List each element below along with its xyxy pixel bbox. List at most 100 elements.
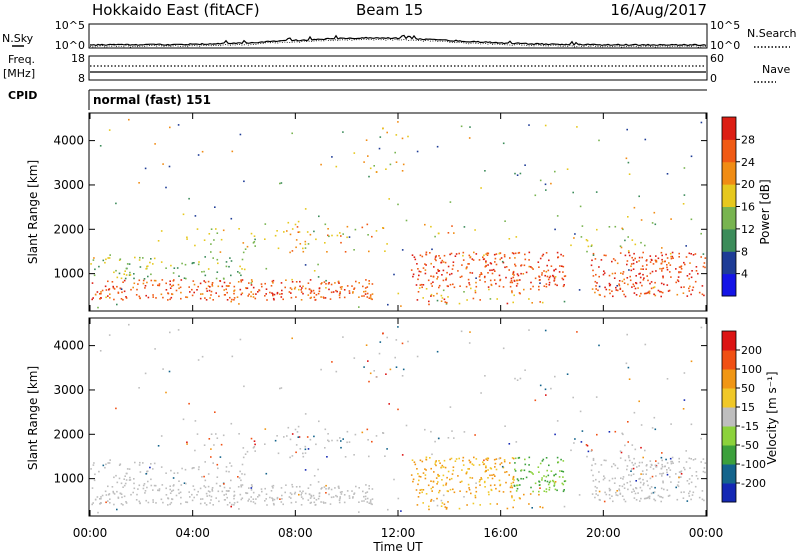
power-cell: [512, 273, 514, 275]
power-cell: [130, 288, 132, 291]
power-cell: [294, 286, 297, 289]
velocity-cell: [107, 500, 109, 502]
velocity-cell: [287, 426, 290, 429]
velocity-cell: [290, 493, 293, 496]
velocity-cell: [323, 502, 325, 504]
velocity-cell: [688, 492, 690, 495]
power-cell: [683, 286, 685, 288]
velocity-cell: [463, 431, 466, 433]
velocity-cell: [296, 431, 299, 433]
power-cell: [492, 268, 495, 271]
power-cell: [241, 279, 244, 281]
power-cell: [219, 280, 222, 282]
power-cell: [397, 203, 399, 206]
velocity-cell: [276, 496, 279, 499]
power-cell: [647, 291, 649, 294]
power-cell: [272, 294, 274, 297]
velocity-cell: [544, 479, 546, 482]
power-cell: [209, 286, 211, 288]
velocity-cell: [365, 344, 368, 346]
power-cell: [647, 279, 649, 282]
power-cell: [227, 285, 230, 287]
power-cell: [369, 167, 372, 170]
power-cell: [121, 291, 123, 294]
power-cell: [451, 268, 454, 270]
power-cell: [643, 292, 646, 295]
power-cell: [668, 289, 671, 292]
cpid-label: CPID: [8, 89, 37, 102]
velocity-cell: [624, 444, 626, 447]
velocity-cell: [186, 501, 189, 504]
power-cell: [486, 252, 489, 254]
power-cell: [586, 239, 589, 242]
velocity-cell: [361, 500, 363, 502]
power-cell: [128, 263, 131, 265]
power-cell: [659, 267, 661, 270]
power-cell: [124, 277, 127, 280]
velocity-cell: [653, 491, 656, 493]
power-cell: [112, 287, 115, 289]
power-cell: [298, 231, 301, 233]
velocity-cell: [401, 454, 404, 456]
velocity-cell: [225, 493, 227, 496]
power-cell: [680, 266, 682, 268]
power-cell: [323, 297, 325, 299]
power-cell: [700, 232, 702, 235]
power-cell: [669, 271, 671, 273]
velocity-cell: [666, 462, 669, 464]
power-cell: [302, 292, 304, 295]
velocity-cell: [449, 458, 451, 461]
power-cell: [562, 271, 564, 273]
velocity-cell: [358, 511, 360, 513]
velocity-cell: [682, 408, 685, 410]
power-cell: [512, 301, 514, 304]
power-cell: [107, 295, 109, 297]
power-cell: [290, 292, 292, 294]
power-cell: [457, 270, 459, 272]
velocity-cell: [434, 461, 437, 463]
power-cell: [616, 262, 619, 265]
velocity-cell: [128, 323, 130, 326]
velocity-cell: [271, 497, 273, 499]
velocity-cell: [639, 500, 641, 502]
power-colorbar-tick-label: 4: [741, 268, 748, 281]
power-cell: [514, 263, 516, 266]
velocity-cell: [632, 488, 635, 491]
power-cell: [594, 280, 597, 283]
velocity-cell: [655, 475, 657, 477]
velocity-cell: [424, 477, 427, 480]
power-cell: [329, 298, 332, 300]
power-cell: [669, 264, 672, 266]
velocity-cell: [129, 476, 131, 479]
power-cell: [239, 133, 242, 136]
velocity-cell: [538, 471, 540, 473]
velocity-cell: [486, 457, 489, 459]
power-cell: [336, 234, 339, 237]
velocity-cell: [511, 457, 514, 459]
power-cell: [639, 272, 641, 275]
velocity-cell: [661, 465, 664, 468]
velocity-cell: [633, 457, 635, 460]
power-cell: [291, 250, 294, 252]
velocity-cell: [495, 468, 498, 471]
power-cell: [280, 182, 283, 184]
power-cell: [181, 262, 183, 265]
power-cell: [279, 182, 281, 185]
power-cell: [509, 257, 511, 259]
velocity-cell: [301, 492, 303, 494]
velocity-cell: [346, 441, 348, 444]
power-cell: [498, 252, 501, 255]
velocity-cell: [107, 485, 109, 488]
velocity-cell: [511, 486, 514, 489]
velocity-cell: [639, 486, 642, 489]
velocity-cell: [586, 444, 589, 447]
velocity-cell: [520, 477, 522, 480]
velocity-cell: [449, 488, 452, 491]
velocity-cell: [203, 485, 205, 487]
power-cell: [480, 272, 482, 274]
velocity-cell: [91, 503, 93, 506]
velocity-cell: [424, 474, 427, 476]
power-cell: [511, 252, 514, 254]
velocity-cell: [596, 433, 598, 436]
